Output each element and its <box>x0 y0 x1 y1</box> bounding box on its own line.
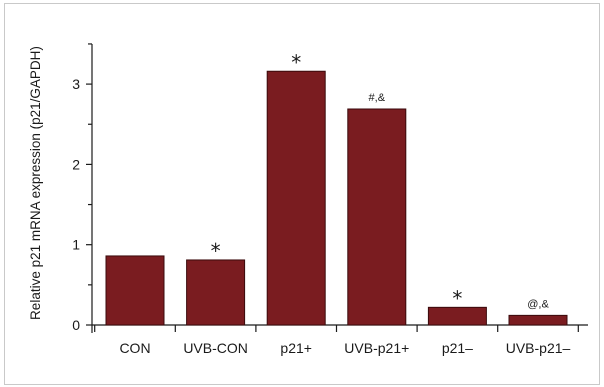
x-category-label: UVB-p21+ <box>344 340 409 356</box>
significance-annotation: * <box>452 286 462 310</box>
significance-annotation: #,& <box>369 92 386 104</box>
y-tick-label: 3 <box>72 76 80 92</box>
significance-annotation: @,& <box>527 298 549 310</box>
x-category-label: CON <box>119 340 150 356</box>
y-tick-label: 2 <box>72 156 80 172</box>
y-axis-label-group: Relative p21 mRNA expression (p21/GAPDH) <box>28 46 43 320</box>
x-category-label: p21+ <box>280 340 312 356</box>
x-category-label: UVB-p21– <box>506 340 571 356</box>
y-tick-label: 0 <box>72 317 80 333</box>
bar-uvb-p21minus <box>508 314 568 326</box>
significance-annotation: * <box>211 239 221 263</box>
y-axis-label: Relative p21 mRNA expression (p21/GAPDH) <box>28 46 43 320</box>
bar-con <box>105 255 165 326</box>
bar-p21plus <box>266 70 326 326</box>
y-tick-label: 1 <box>72 237 80 253</box>
labels: CON UVB-CON * p21+ * UVB-p21+ #,& p21– * UVB-p21–… <box>119 50 570 356</box>
bar-p21minus <box>427 306 487 326</box>
x-category-label: UVB-CON <box>183 340 248 356</box>
x-category-label: p21– <box>442 340 473 356</box>
axes: 0 1 2 3 <box>72 43 588 333</box>
significance-annotation: * <box>291 50 301 74</box>
bar-uvb-p21plus <box>347 108 407 326</box>
bar-uvb-con <box>186 259 246 326</box>
bars <box>105 70 568 326</box>
